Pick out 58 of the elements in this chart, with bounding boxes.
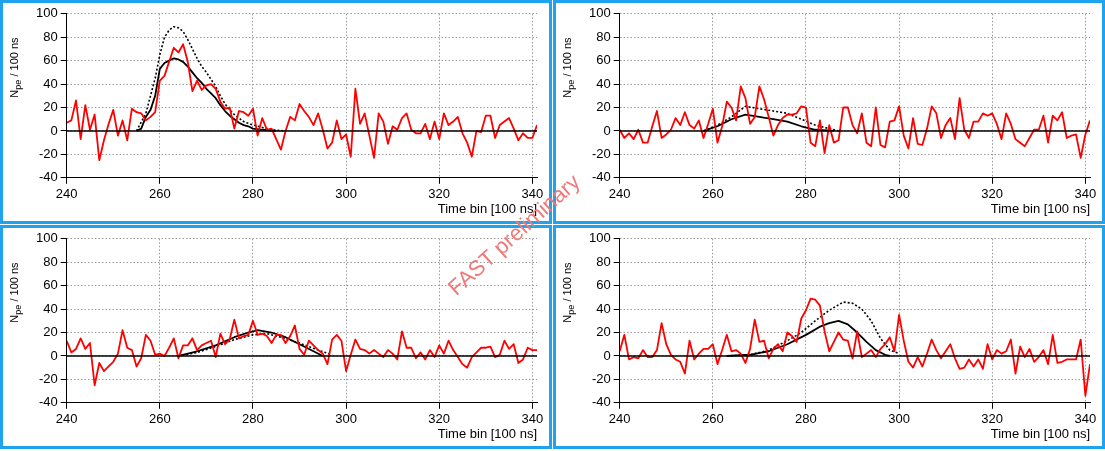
y-tick-label: 100 xyxy=(35,5,58,21)
x-tick-label: 340 xyxy=(1074,411,1097,427)
y-tick-label: -40 xyxy=(38,394,58,410)
y-tick-label: 0 xyxy=(50,122,58,138)
y-tick-label: 0 xyxy=(603,347,611,363)
y-tick-label: 60 xyxy=(596,52,611,68)
x-tick-label: 340 xyxy=(521,411,544,427)
x-tick-label: 320 xyxy=(981,411,1004,427)
y-tick-label: 100 xyxy=(588,230,611,246)
x-tick-label: 240 xyxy=(55,411,78,427)
x-axis-title: Time bin [100 ns] xyxy=(990,425,1090,441)
x-tick-label: 280 xyxy=(242,186,264,202)
x-tick-label: 240 xyxy=(55,186,78,202)
y-tick-label: -20 xyxy=(591,145,611,161)
y-tick-label: -20 xyxy=(38,370,58,386)
y-tick-label: 60 xyxy=(596,277,611,293)
y-tick-label: 80 xyxy=(43,28,58,44)
y-tick-label: 60 xyxy=(43,277,58,293)
x-tick-label: 300 xyxy=(335,411,357,427)
x-tick-label: 280 xyxy=(795,411,817,427)
y-tick-label: 20 xyxy=(596,324,611,340)
x-tick-label: 260 xyxy=(148,186,171,202)
x-tick-label: 320 xyxy=(428,411,451,427)
y-tick-label: 20 xyxy=(43,324,58,340)
y-tick-label: 0 xyxy=(603,122,611,138)
x-tick-label: 240 xyxy=(608,411,631,427)
y-tick-label: 40 xyxy=(43,300,58,316)
x-tick-label: 320 xyxy=(428,186,451,202)
y-tick-label: 80 xyxy=(43,253,58,269)
x-tick-label: 260 xyxy=(148,411,171,427)
y-tick-label: 20 xyxy=(43,99,58,115)
y-tick-label: -40 xyxy=(38,169,58,185)
x-tick-label: 260 xyxy=(701,186,724,202)
y-tick-label: 40 xyxy=(596,300,611,316)
y-tick-label: -40 xyxy=(591,394,611,410)
x-axis-title: Time bin [100 ns] xyxy=(437,425,537,441)
x-tick-label: 300 xyxy=(888,186,910,202)
y-tick-label: 60 xyxy=(43,52,58,68)
y-tick-label: 0 xyxy=(50,347,58,363)
y-tick-label: 80 xyxy=(596,253,611,269)
y-tick-label: 20 xyxy=(596,99,611,115)
y-tick-label: -20 xyxy=(38,145,58,161)
y-tick-label: 100 xyxy=(35,230,58,246)
x-tick-label: 340 xyxy=(1074,186,1097,202)
x-tick-label: 280 xyxy=(795,186,817,202)
x-tick-label: 300 xyxy=(335,186,357,202)
x-tick-label: 320 xyxy=(981,186,1004,202)
y-tick-label: -20 xyxy=(591,370,611,386)
y-tick-label: 40 xyxy=(43,75,58,91)
y-tick-label: 40 xyxy=(596,75,611,91)
y-tick-label: 100 xyxy=(588,5,611,21)
x-tick-label: 260 xyxy=(701,411,724,427)
x-axis-title: Time bin [100 ns] xyxy=(990,200,1090,216)
x-tick-label: 280 xyxy=(242,411,264,427)
y-tick-label: 80 xyxy=(596,28,611,44)
x-tick-label: 240 xyxy=(608,186,631,202)
y-tick-label: -40 xyxy=(591,169,611,185)
x-tick-label: 300 xyxy=(888,411,910,427)
